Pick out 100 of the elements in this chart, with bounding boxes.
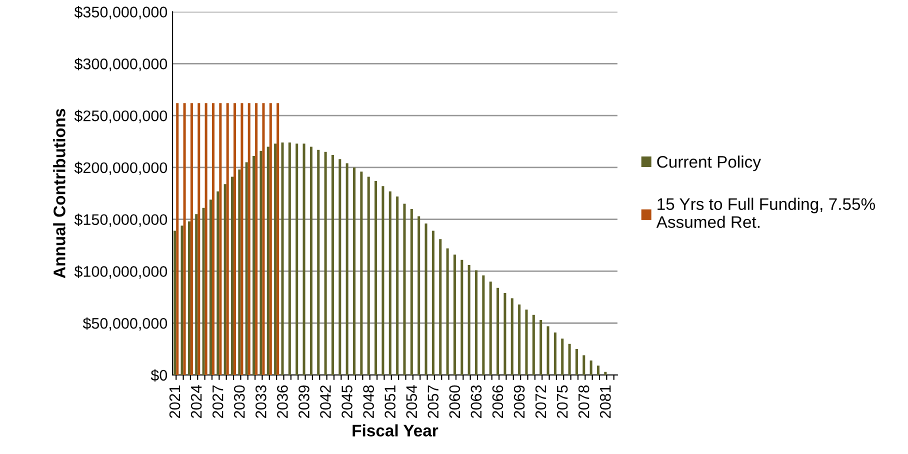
bar — [518, 304, 521, 376]
bar — [174, 230, 176, 376]
bar — [310, 146, 312, 376]
bar — [276, 103, 280, 376]
x-tick-label: 2030 — [234, 385, 245, 418]
legend-label: Current Policy — [657, 156, 761, 172]
bar — [238, 170, 241, 376]
bar — [245, 162, 248, 376]
bar — [388, 191, 392, 376]
bar — [231, 176, 234, 376]
y-tick-label: $100,000,000 — [74, 265, 168, 279]
bar — [262, 103, 265, 376]
bar — [446, 248, 449, 376]
bar — [353, 167, 356, 376]
x-tick-label: 2075 — [556, 385, 568, 418]
x-tick-label: 2048 — [363, 385, 374, 418]
bar — [198, 103, 200, 376]
x-tick-label: 2036 — [277, 385, 288, 418]
y-tick-label: $300,000,000 — [74, 58, 168, 72]
bar — [248, 103, 250, 376]
y-tick-label: $350,000,000 — [74, 6, 168, 20]
bar — [367, 176, 370, 376]
x-tick-label: 2081 — [600, 385, 611, 418]
bar — [439, 239, 442, 376]
bar — [418, 216, 420, 376]
bar — [496, 288, 500, 376]
y-tick-label: $50,000,000 — [82, 317, 168, 331]
bar — [274, 144, 277, 376]
bar — [410, 208, 413, 376]
bar — [234, 103, 236, 376]
bar — [424, 224, 428, 376]
bar — [532, 314, 535, 376]
legend-label: 15 Yrs to Full Funding, 7.55% Assumed Ret. — [656, 198, 876, 228]
bar — [260, 150, 262, 376]
x-tick-label: 2033 — [256, 385, 266, 418]
x-tick-label: 2072 — [535, 385, 546, 418]
bar — [281, 142, 284, 376]
bar — [302, 144, 306, 376]
bar — [324, 152, 327, 376]
bar — [188, 221, 190, 376]
bar — [432, 230, 434, 376]
x-tick-label: 2066 — [492, 385, 504, 418]
bar — [575, 349, 578, 376]
bar — [582, 355, 586, 376]
bar — [590, 360, 592, 376]
x-tick-label: 2078 — [578, 385, 590, 418]
bar — [554, 332, 556, 376]
bar — [510, 298, 514, 376]
bar — [604, 372, 607, 376]
bar — [540, 320, 542, 376]
bar — [296, 144, 298, 376]
bar — [216, 191, 220, 376]
x-tick-label: 2069 — [514, 385, 525, 418]
x-tick-label: 2039 — [298, 385, 310, 418]
bar — [546, 326, 550, 376]
y-tick-label: $200,000,000 — [74, 162, 168, 175]
bar — [504, 293, 506, 376]
bar — [240, 103, 244, 376]
bar — [360, 172, 363, 376]
bar — [288, 142, 291, 376]
x-tick-label: 2021 — [169, 385, 180, 418]
bar — [474, 270, 478, 376]
bar — [568, 344, 571, 376]
bar — [252, 156, 256, 376]
bar — [382, 186, 384, 376]
bar — [489, 282, 492, 376]
bar — [176, 103, 179, 376]
bar — [338, 159, 342, 376]
bar — [209, 200, 212, 376]
x-axis-title: Fiscal Year — [352, 424, 438, 437]
bar — [468, 265, 470, 376]
bar — [202, 208, 205, 376]
bar — [346, 163, 348, 376]
bar — [224, 184, 226, 376]
y-tick-label: $250,000,000 — [74, 110, 168, 124]
bar — [482, 275, 485, 376]
bar — [212, 103, 214, 376]
bar — [266, 146, 270, 376]
bar — [460, 260, 464, 376]
bar — [331, 155, 334, 376]
x-tick-label: 2060 — [449, 385, 460, 418]
y-tick-label: $0 — [150, 369, 168, 382]
bar — [396, 196, 399, 376]
bar — [561, 338, 564, 376]
x-tick-label: 2024 — [190, 385, 202, 418]
bar — [204, 103, 208, 376]
y-tick-label: $150,000,000 — [74, 214, 168, 227]
bar — [180, 226, 184, 376]
bar — [190, 103, 193, 376]
bar — [374, 180, 378, 376]
x-tick-label: 2054 — [406, 385, 418, 418]
x-tick-label: 2027 — [212, 385, 224, 418]
bar — [255, 103, 258, 376]
bar — [226, 103, 229, 376]
bar — [195, 214, 198, 376]
x-tick-label: 2045 — [342, 385, 352, 418]
bar — [403, 204, 406, 376]
bar — [525, 310, 528, 376]
bar — [596, 366, 600, 376]
x-tick-label: 2051 — [384, 385, 396, 418]
